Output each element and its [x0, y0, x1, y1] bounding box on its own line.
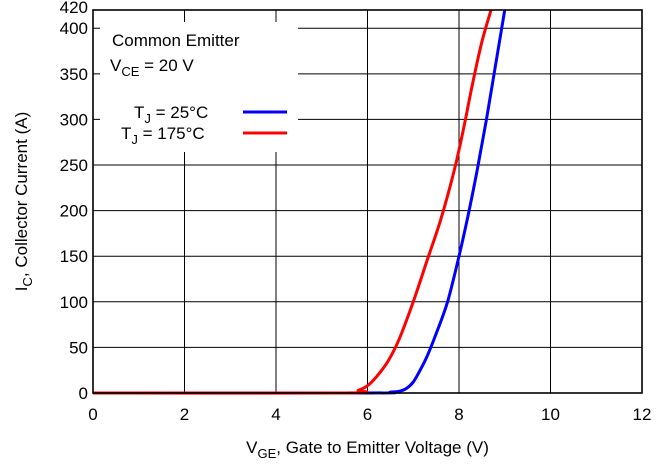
x-tick-label: 2 — [180, 405, 189, 424]
legend-label: TJ = 175°C — [121, 124, 205, 147]
x-axis-label-rest: , Gate to Emitter Voltage (V) — [276, 438, 489, 457]
x-tick-label: 12 — [633, 405, 652, 424]
annotation-vce-sub: CE — [121, 64, 139, 79]
legend: TJ = 25°CTJ = 175°C — [121, 103, 287, 147]
legend-label-main: T — [121, 124, 131, 143]
y-tick-label: 100 — [60, 293, 88, 312]
y-axis-label-rest: , Collector Current (A) — [12, 112, 31, 277]
series-line — [92, 9, 493, 395]
y-tick-label: 300 — [60, 110, 88, 129]
x-tick-label: 8 — [454, 405, 463, 424]
y-axis-label-main: I — [12, 286, 31, 291]
annotation-vce: VCE = 20 V — [110, 56, 194, 79]
x-tick-label: 6 — [363, 405, 372, 424]
y-tick-label: 250 — [60, 156, 88, 175]
x-axis-label-main: V — [246, 438, 258, 457]
legend-label-rest: = 175°C — [138, 124, 205, 143]
legend-label-main: T — [134, 103, 144, 122]
x-tick-label: 10 — [541, 405, 560, 424]
annotation-common-emitter: Common Emitter — [112, 31, 240, 50]
annotation-vce-main: V — [110, 56, 122, 75]
y-tick-label: 350 — [60, 65, 88, 84]
x-tick-label: 0 — [88, 405, 97, 424]
tick-layer: 0 2 4 6 8 10 12 0 50 100 150 200 250 300 350 400 420 — [60, 0, 652, 424]
y-tick-label: 150 — [60, 247, 88, 266]
x-tick-label: 4 — [271, 405, 280, 424]
x-axis-label-sub: GE — [257, 446, 276, 461]
y-axis-label-sub: C — [20, 277, 35, 286]
plot-frame — [92, 9, 643, 394]
y-tick-label: 50 — [69, 338, 88, 357]
x-axis-label: VGE, Gate to Emitter Voltage (V) — [246, 438, 489, 461]
y-tick-label: 400 — [60, 19, 88, 38]
annotation-vce-rest: = 20 V — [139, 56, 194, 75]
legend-background — [100, 22, 298, 152]
legend-label: TJ = 25°C — [134, 103, 208, 126]
y-tick-label: 0 — [79, 384, 88, 403]
y-axis-label: IC, Collector Current (A) — [12, 112, 35, 291]
legend-label-rest: = 25°C — [151, 103, 208, 122]
y-tick-label: 200 — [60, 202, 88, 221]
y-tick-label: 420 — [60, 0, 88, 17]
legend-label-sub: J — [131, 132, 138, 147]
legend-label-sub: J — [144, 111, 151, 126]
